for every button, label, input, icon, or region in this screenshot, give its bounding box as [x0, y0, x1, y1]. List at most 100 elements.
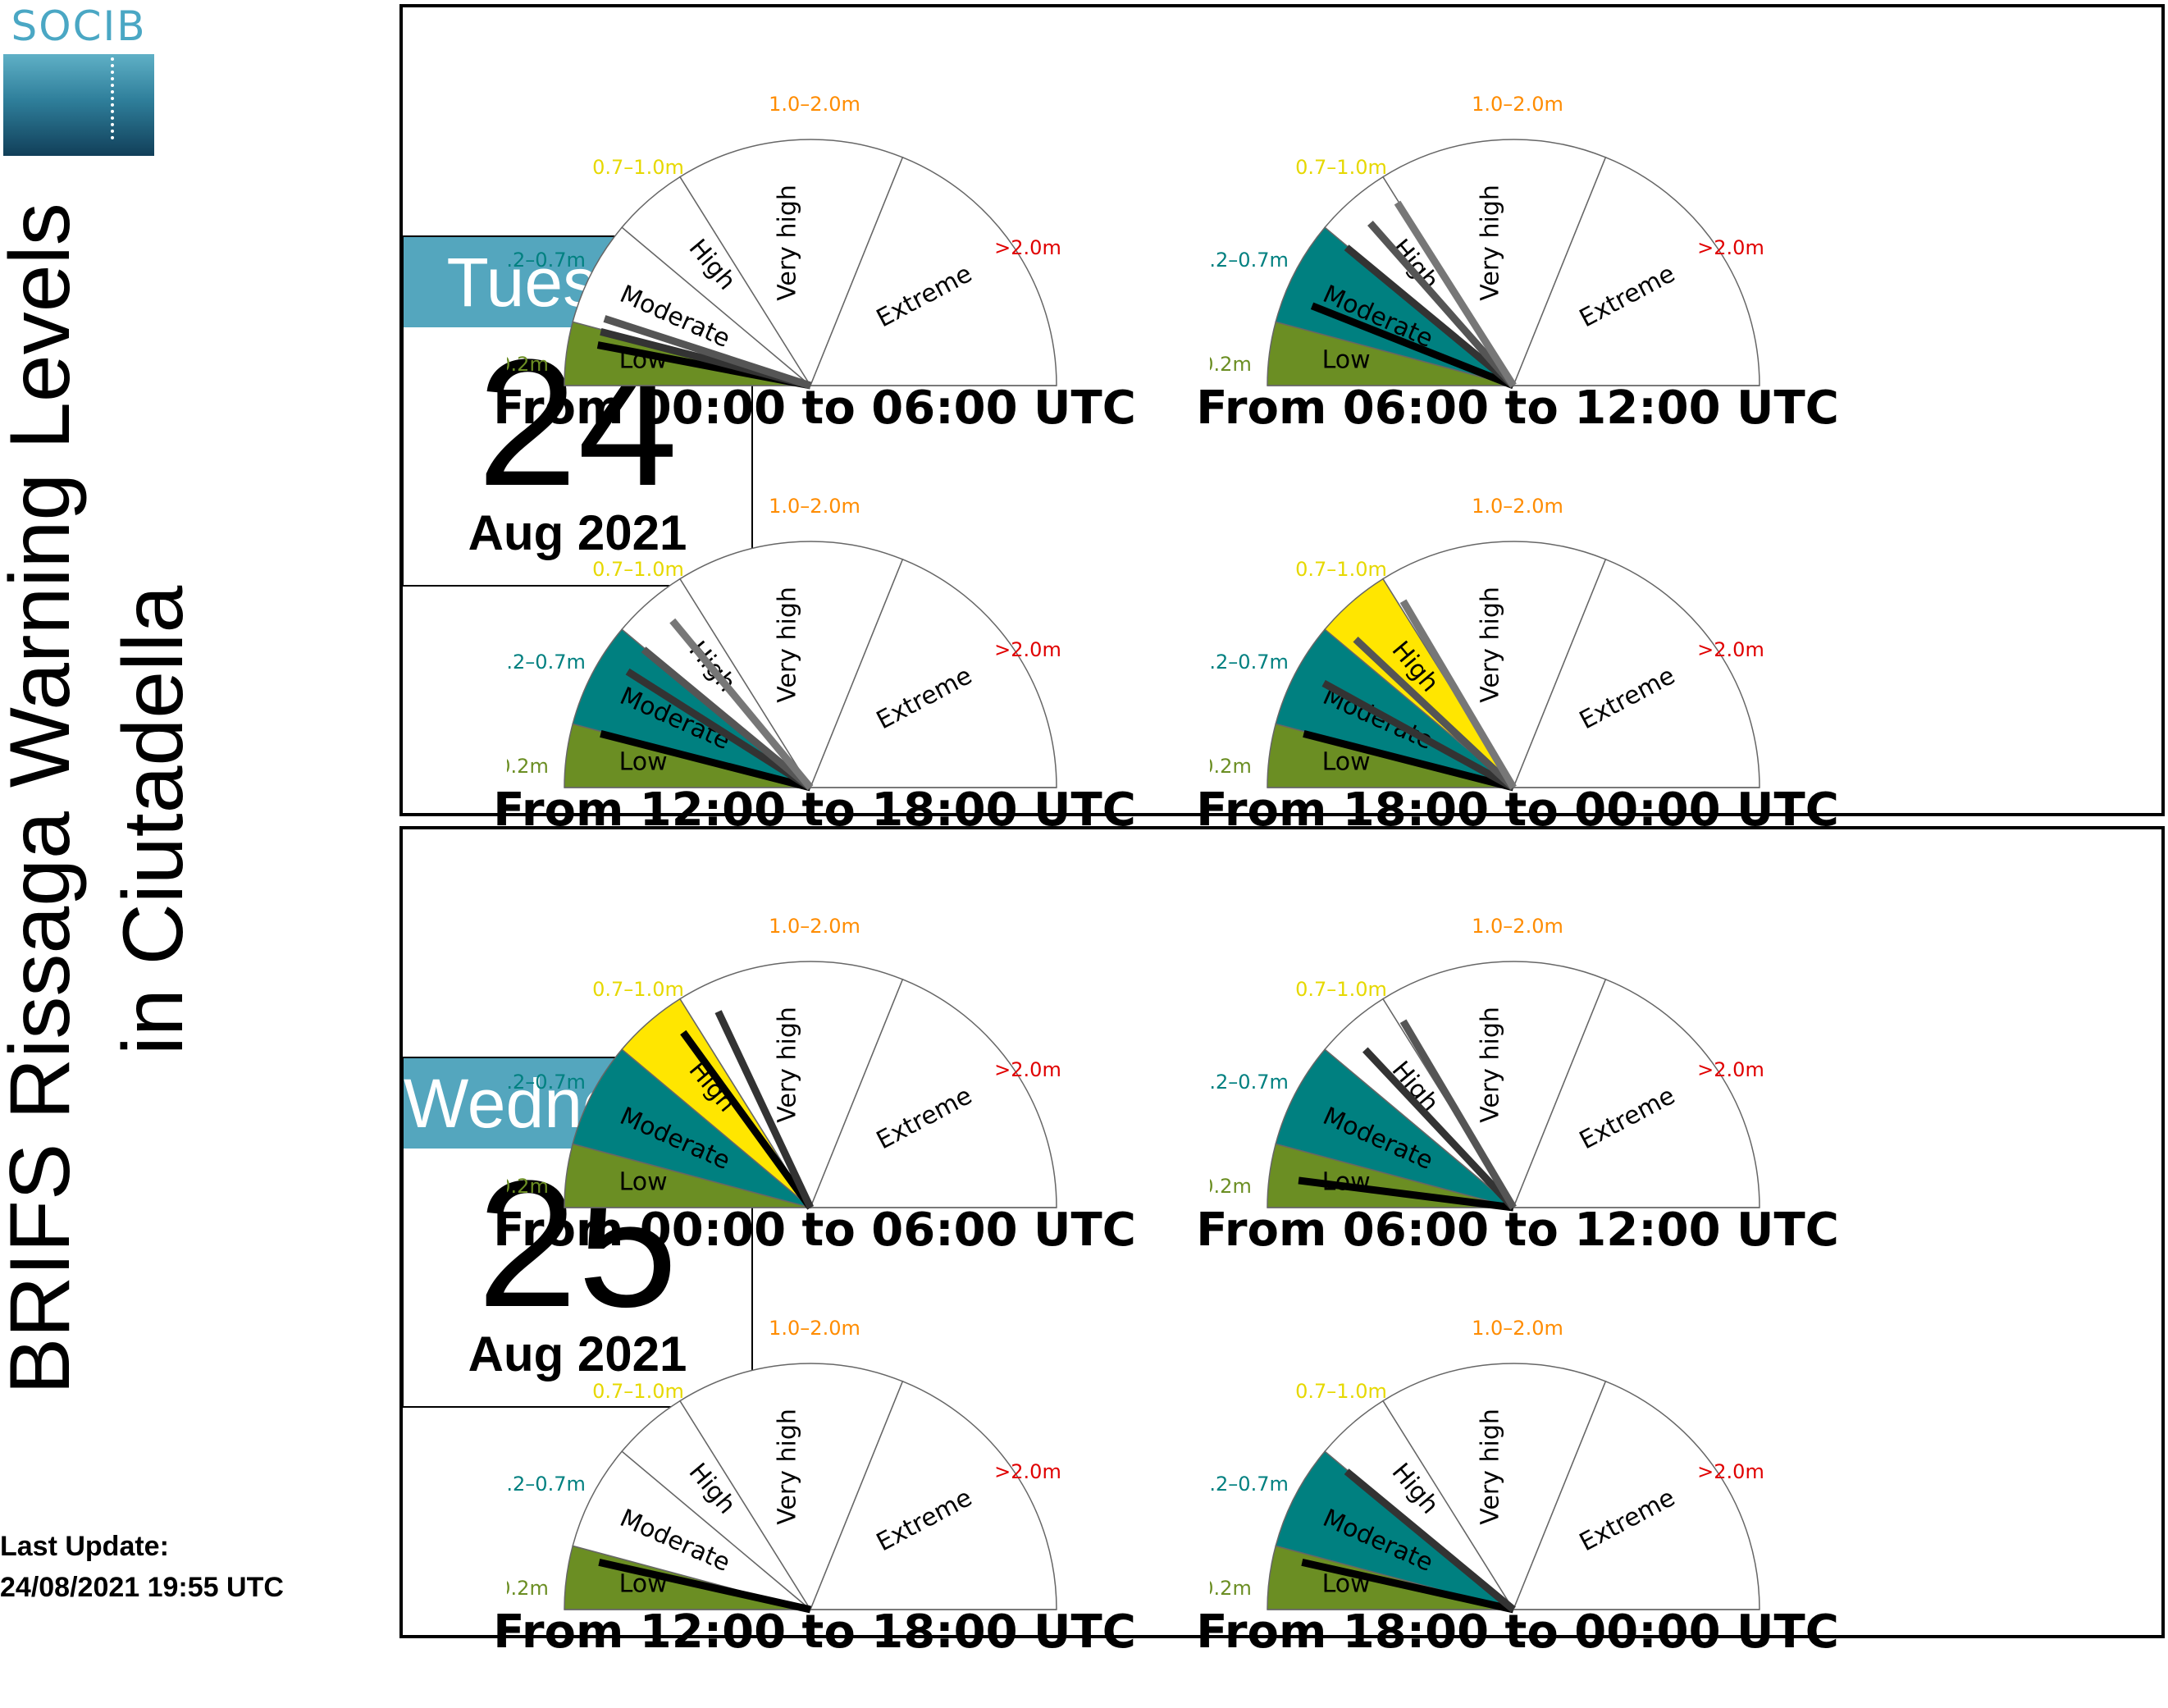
gauge-sector-label: Low [1322, 346, 1371, 375]
gauge-sector-label: Low [619, 1168, 668, 1197]
gauge-threshold-label: 0.7–1.0m [592, 978, 684, 1001]
period-label: From 18:00 to 00:00 UTC [1196, 1605, 1839, 1659]
gauge-threshold-label: <0.2m [1210, 1175, 1252, 1198]
logo-wave-graphic [3, 54, 154, 156]
gauge-sector-very-high [678, 1363, 904, 1611]
gauge-needle [598, 1559, 811, 1614]
gauge-needle [1321, 679, 1516, 791]
gauge-needle [669, 618, 814, 790]
gauge-sector-extreme [809, 558, 1057, 788]
gauge-threshold-label: <0.2m [507, 755, 549, 778]
month-year: Aug 2021 [468, 1327, 687, 1381]
gauge-threshold-label: 0.7–1.0m [1295, 1380, 1387, 1403]
gauge-sector-label: Low [1322, 748, 1371, 777]
gauge-threshold-label: >2.0m [994, 638, 1061, 661]
gauge-threshold-label: >2.0m [1697, 1460, 1764, 1483]
period-label: From 12:00 to 18:00 UTC [493, 1605, 1136, 1659]
gauge-sector-label: Very high [1477, 587, 1505, 703]
gauge-needle [603, 315, 812, 390]
gauge-needle [1344, 244, 1516, 389]
gauge-sector-very-high [678, 961, 904, 1209]
period-label: From 00:00 to 06:00 UTC [493, 381, 1136, 435]
gauge-needle [680, 1030, 814, 1210]
gauge-threshold-label: 1.0–2.0m [769, 1317, 860, 1340]
gauge-needle [714, 1010, 815, 1209]
gauge-sector-very-high [1381, 1363, 1607, 1611]
gauge-sector-very-high [1381, 139, 1607, 387]
gauge-threshold-label: 0.2–0.7m [507, 1071, 586, 1094]
gauge-needle [1301, 1559, 1514, 1614]
gauge-threshold-label: >2.0m [994, 236, 1061, 259]
gauge-threshold-label: >2.0m [1697, 638, 1764, 661]
day-panel-2 [399, 826, 2165, 1638]
period-label: From 00:00 to 06:00 UTC [493, 1203, 1136, 1257]
gauge-threshold-label: <0.2m [507, 1577, 549, 1600]
gauge-sector-very-high [678, 139, 904, 387]
period-label: From 18:00 to 00:00 UTC [1196, 783, 1839, 837]
gauge-needle [1353, 636, 1517, 791]
gauge-threshold-label: 0.2–0.7m [1210, 651, 1289, 674]
gauge-sector-label: Very high [1477, 185, 1505, 301]
gauge-sector-extreme [809, 978, 1057, 1208]
logo-text: SOCIB [11, 2, 147, 50]
gauge-threshold-label: 0.7–1.0m [592, 1380, 684, 1403]
gauge-threshold-label: 0.7–1.0m [1295, 558, 1387, 581]
gauge-sector-extreme [809, 156, 1057, 386]
gauge-threshold-label: >2.0m [1697, 236, 1764, 259]
gauge-sector-label: Very high [774, 1007, 802, 1123]
gauge-needle [1362, 1047, 1517, 1211]
gauge-threshold-label: 0.7–1.0m [1295, 978, 1387, 1001]
gauge-threshold-label: <0.2m [1210, 1577, 1252, 1600]
gauge-sector-extreme [1512, 978, 1760, 1208]
gauge-needle [625, 668, 813, 791]
gauge-sector-moderate [572, 1048, 811, 1208]
gauge-threshold-label: 0.2–0.7m [507, 651, 586, 674]
gauge-threshold-label: <0.2m [1210, 755, 1252, 778]
gauge-sector-moderate [1275, 1048, 1514, 1208]
gauge-sector-label: Very high [774, 587, 802, 703]
gauge-sector-extreme [1512, 156, 1760, 386]
gauge-threshold-label: 1.0–2.0m [769, 495, 860, 518]
gauge-sector-moderate [572, 1450, 811, 1610]
gauge-threshold-label: <0.2m [1210, 353, 1252, 376]
gauge-threshold-label: <0.2m [507, 353, 549, 376]
gauge-sector-moderate [1275, 226, 1514, 386]
gauge-threshold-label: >2.0m [994, 1460, 1061, 1483]
gauge-needle [1399, 599, 1517, 790]
socib-logo: SOCIB [3, 3, 154, 156]
title-line-2: in Ciutadella [106, 585, 201, 1056]
gauge-threshold-label: 0.7–1.0m [592, 156, 684, 179]
last-update-value: 24/08/2021 19:55 UTC [0, 1572, 284, 1603]
gauge-needle [1298, 1176, 1514, 1212]
gauge-threshold-label: >2.0m [1697, 1058, 1764, 1081]
gauge-sector-label: Very high [1477, 1409, 1505, 1525]
logo-dotted-line [111, 57, 114, 139]
gauge-needle [641, 646, 813, 791]
gauge-sector-very-high [678, 541, 904, 789]
gauge-threshold-label: 0.2–0.7m [507, 249, 586, 272]
gauge-threshold-label: 0.7–1.0m [1295, 156, 1387, 179]
gauge-threshold-label: 1.0–2.0m [1472, 93, 1563, 116]
gauge-needle [1310, 302, 1515, 390]
gauge-needle [1399, 1019, 1517, 1210]
gauge-needle [1303, 729, 1515, 792]
gauge-needle [600, 729, 812, 792]
gauge-sector-very-high [1381, 541, 1607, 789]
day-panel-1 [399, 4, 2165, 816]
period-label: From 06:00 to 12:00 UTC [1196, 1203, 1839, 1257]
gauge-sector-label: Very high [1477, 1007, 1505, 1123]
gauge-threshold-label: 0.2–0.7m [507, 1473, 586, 1496]
month-year: Aug 2021 [468, 505, 687, 560]
gauge-threshold-label: 1.0–2.0m [1472, 1317, 1563, 1340]
gauge-sector-extreme [1512, 558, 1760, 788]
gauge-sector-moderate [1275, 1450, 1514, 1610]
gauge-threshold-label: 0.2–0.7m [1210, 249, 1289, 272]
gauge-threshold-label: 1.0–2.0m [769, 93, 860, 116]
gauge-sector-moderate [572, 226, 811, 386]
